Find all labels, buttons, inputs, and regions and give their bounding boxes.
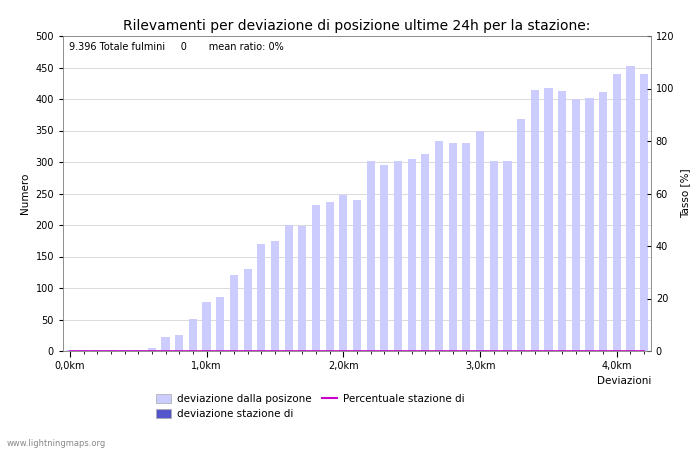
Bar [271, 241, 279, 351]
Bar [640, 74, 648, 351]
Bar [367, 161, 374, 351]
Y-axis label: Tasso [%]: Tasso [%] [680, 169, 690, 218]
Bar [572, 99, 580, 351]
Title: Rilevamenti per deviazione di posizione ultime 24h per la stazione:: Rilevamenti per deviazione di posizione … [123, 19, 591, 33]
Bar [202, 302, 211, 351]
Bar [476, 130, 484, 351]
Bar [189, 319, 197, 351]
Y-axis label: Numero: Numero [20, 173, 30, 214]
Bar [462, 143, 470, 351]
Bar [162, 337, 169, 351]
Bar [148, 348, 156, 351]
Text: www.lightningmaps.org: www.lightningmaps.org [7, 439, 106, 448]
Bar [353, 200, 361, 351]
Bar [326, 202, 334, 351]
Bar [449, 143, 457, 351]
Text: 9.396 Totale fulmini     0       mean ratio: 0%: 9.396 Totale fulmini 0 mean ratio: 0% [69, 42, 284, 52]
Bar [545, 88, 552, 351]
Bar [531, 90, 539, 351]
Bar [585, 98, 594, 351]
Bar [257, 244, 265, 351]
Bar [134, 350, 142, 351]
Bar [599, 92, 607, 351]
Bar [380, 165, 389, 351]
Bar [558, 91, 566, 351]
Bar [435, 141, 443, 351]
Bar [298, 226, 307, 351]
Bar [421, 154, 430, 351]
Bar [489, 161, 498, 351]
Bar [216, 297, 225, 351]
Bar [284, 225, 293, 351]
Text: Deviazioni: Deviazioni [596, 376, 651, 386]
Bar [612, 74, 621, 351]
Bar [312, 205, 320, 351]
Bar [517, 119, 525, 351]
Bar [407, 159, 416, 351]
Bar [230, 275, 238, 351]
Bar [244, 269, 252, 351]
Bar [175, 335, 183, 351]
Bar [394, 161, 402, 351]
Bar [626, 66, 635, 351]
Bar [503, 162, 512, 351]
Bar [340, 195, 347, 351]
Legend: deviazione dalla posizone, deviazione stazione di, Percentuale stazione di: deviazione dalla posizone, deviazione st… [156, 394, 464, 419]
